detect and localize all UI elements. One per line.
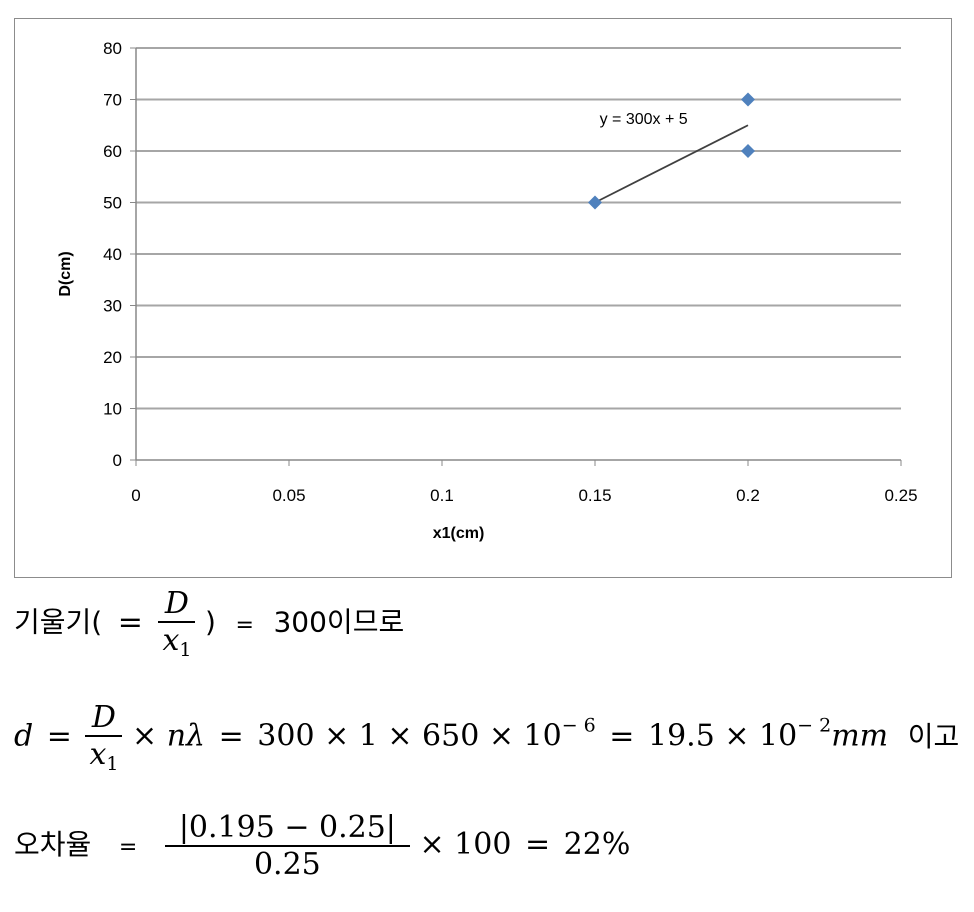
trendline [594, 124, 749, 204]
data-point [588, 195, 602, 210]
trendline-equation: y = 300x + 5 [600, 111, 688, 128]
y-tick-label: 70 [103, 91, 122, 110]
trendline-layer [594, 124, 749, 204]
y-tick-label: 40 [103, 245, 122, 264]
exponent-1: − 6 [561, 714, 596, 737]
y-tick-label: 20 [103, 348, 122, 367]
suffix-text: 이고 [907, 719, 960, 753]
error-denominator: 0.25 [164, 845, 410, 882]
times-100: × 100 [419, 827, 512, 862]
equals-sign-2: = [235, 612, 254, 638]
grid-layer [136, 47, 901, 410]
formula-lhs: d [14, 718, 34, 754]
fraction-numerator: D [164, 586, 189, 621]
axis-layer [130, 47, 902, 466]
close-paren: ) [205, 605, 216, 639]
fraction-d-over-x1: D x1 [85, 700, 123, 775]
x-tick-label: 0.1 [430, 486, 454, 505]
slope-line: 기울기( = D x1 ) = 300이므로 [14, 586, 404, 661]
data-points [588, 92, 755, 210]
slope-value: 300이므로 [273, 605, 405, 639]
y-tick-label: 80 [103, 39, 122, 58]
error-numerator: |0.195 − 0.25| [178, 810, 396, 845]
fraction-denominator: x1 [158, 621, 196, 661]
equals-sign: = [118, 835, 138, 860]
equals-sign-2: = [218, 718, 244, 754]
x-axis-title: x1(cm) [433, 525, 485, 542]
y-tick-label: 0 [113, 451, 122, 470]
y-axis-title: D(cm) [57, 251, 74, 296]
chart-frame: 0 10 20 30 40 50 60 70 80 0 0.05 0.1 0.15 0.2 0.25 x1(… [14, 18, 952, 578]
equals-sign: = [117, 604, 143, 640]
x-tick-label: 0.05 [272, 486, 305, 505]
distance-formula-line: d = D x1 × nλ = 300 × 1 × 650 × 10− 6 = … [14, 700, 959, 775]
y-tick-label: 50 [103, 194, 122, 213]
equals-sign-2: = [524, 827, 551, 862]
x-tick-label: 0.25 [884, 486, 917, 505]
error-rate-label: 오차율 [14, 828, 92, 861]
data-point [741, 92, 755, 107]
unit-mm: mm [831, 718, 889, 754]
slope-label: 기울기( [14, 605, 103, 639]
exponent-2: − 2 [797, 714, 832, 737]
x-tick-label: 0.15 [578, 486, 611, 505]
error-result: 22% [563, 827, 631, 862]
product-expression: 300 × 1 × 650 × 10 [257, 718, 562, 754]
equals-sign-3: = [609, 718, 635, 754]
fraction-d-over-x1: D x1 [158, 586, 196, 661]
fraction-numerator: D [91, 700, 116, 735]
x-tick-label: 0 [131, 486, 140, 505]
y-tick-label: 30 [103, 297, 122, 316]
scatter-chart: 0 10 20 30 40 50 60 70 80 0 0.05 0.1 0.15 0.2 0.25 x1(… [57, 39, 918, 542]
error-fraction: |0.195 − 0.25| 0.25 [164, 810, 410, 882]
error-rate-line: 오차율 = |0.195 − 0.25| 0.25 × 100 = 22% [14, 810, 630, 882]
fraction-denominator: x1 [85, 735, 123, 775]
times-n-lambda: × nλ [132, 718, 206, 754]
equals-sign: = [46, 718, 72, 754]
y-tick-label: 10 [103, 400, 122, 419]
y-tick-label: 60 [103, 142, 122, 161]
result-expression: 19.5 × 10 [647, 718, 798, 754]
data-point [741, 144, 755, 158]
tick-labels: 0 10 20 30 40 50 60 70 80 0 0.05 0.1 0.15 0.2 0.25 [103, 39, 917, 505]
x-tick-label: 0.2 [736, 486, 760, 505]
